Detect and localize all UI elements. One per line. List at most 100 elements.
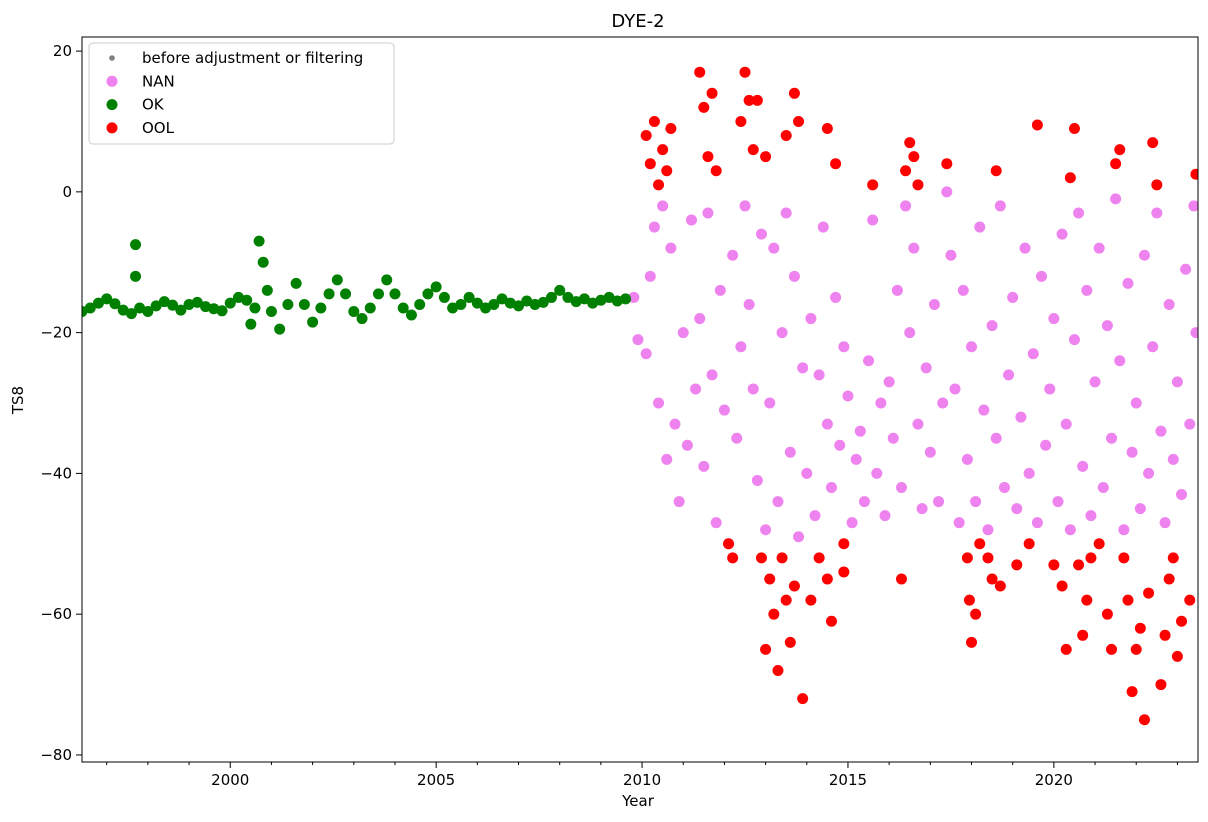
data-point xyxy=(665,123,677,135)
x-tick-label: 2015 xyxy=(829,771,867,789)
data-point xyxy=(545,291,557,303)
data-point xyxy=(850,453,862,465)
data-point xyxy=(788,270,800,282)
data-point xyxy=(920,362,932,374)
data-point xyxy=(805,313,817,325)
data-point xyxy=(974,221,986,233)
data-point xyxy=(949,383,961,395)
data-point xyxy=(780,130,792,142)
data-point xyxy=(1130,643,1142,655)
data-point xyxy=(780,207,792,219)
data-point xyxy=(986,320,998,332)
data-point xyxy=(183,298,195,310)
data-point xyxy=(797,693,809,705)
data-point xyxy=(1023,467,1035,479)
data-point xyxy=(821,123,833,135)
data-point xyxy=(863,355,875,367)
chart-title: DYE-2 xyxy=(611,11,664,32)
data-point xyxy=(1052,496,1064,508)
data-point xyxy=(1110,158,1122,170)
y-axis-label: TS8 xyxy=(9,386,27,415)
data-point xyxy=(578,293,590,305)
data-point xyxy=(200,301,212,313)
data-point xyxy=(1031,119,1043,131)
data-point xyxy=(739,66,751,78)
data-point xyxy=(348,306,360,318)
data-point xyxy=(677,327,689,339)
data-point xyxy=(463,291,475,303)
x-axis-label: Year xyxy=(621,792,655,810)
series-nan xyxy=(628,186,1198,550)
data-point xyxy=(1101,320,1113,332)
data-point xyxy=(455,298,467,310)
legend-box xyxy=(88,42,395,145)
data-point xyxy=(768,242,780,254)
data-point xyxy=(1176,615,1188,627)
data-point xyxy=(743,298,755,310)
data-point xyxy=(817,221,829,233)
data-point xyxy=(1134,503,1146,515)
data-point xyxy=(1151,179,1163,191)
data-point xyxy=(1056,228,1068,240)
data-point xyxy=(307,316,319,328)
data-point xyxy=(249,302,261,314)
legend-label: NAN xyxy=(142,72,175,90)
data-point xyxy=(710,517,722,529)
data-point xyxy=(858,496,870,508)
data-point xyxy=(648,115,660,127)
data-point xyxy=(994,200,1006,212)
data-point xyxy=(797,362,809,374)
data-point xyxy=(529,298,541,310)
data-point xyxy=(496,293,508,305)
data-point xyxy=(830,158,842,170)
x-tick-label: 2010 xyxy=(623,771,661,789)
data-point xyxy=(1015,411,1027,423)
data-point xyxy=(257,256,269,268)
data-point xyxy=(1044,383,1056,395)
data-point xyxy=(1130,397,1142,409)
data-point xyxy=(813,369,825,381)
data-point xyxy=(1011,503,1023,515)
data-point xyxy=(1089,376,1101,388)
data-point xyxy=(990,165,1002,177)
data-point xyxy=(953,517,965,529)
data-point xyxy=(1085,552,1097,564)
data-point xyxy=(447,302,459,314)
data-point xyxy=(706,369,718,381)
data-point xyxy=(788,580,800,592)
data-point xyxy=(1027,348,1039,360)
data-point xyxy=(698,460,710,472)
data-point xyxy=(241,294,253,306)
data-point xyxy=(130,239,142,251)
data-point xyxy=(1048,313,1060,325)
data-point xyxy=(1190,168,1198,180)
data-point xyxy=(1060,418,1072,430)
data-point xyxy=(694,66,706,78)
data-point xyxy=(253,235,265,247)
x-tick-label: 2020 xyxy=(1035,771,1073,789)
data-point xyxy=(438,291,450,303)
data-point xyxy=(298,298,310,310)
data-point xyxy=(1077,460,1089,472)
data-point xyxy=(694,313,706,325)
data-point xyxy=(825,481,837,493)
data-point xyxy=(101,293,113,305)
data-point xyxy=(1023,538,1035,550)
data-point xyxy=(1081,284,1093,296)
data-point xyxy=(895,573,907,585)
data-point xyxy=(134,302,146,314)
data-point xyxy=(603,291,615,303)
data-point xyxy=(397,302,409,314)
legend-label: OK xyxy=(142,96,165,114)
data-point xyxy=(661,453,673,465)
data-point xyxy=(245,318,257,330)
data-point xyxy=(265,306,277,318)
data-point xyxy=(768,608,780,620)
data-point xyxy=(904,327,916,339)
data-point xyxy=(1085,510,1097,522)
data-point xyxy=(673,496,685,508)
data-point xyxy=(966,636,978,648)
data-point xyxy=(755,228,767,240)
data-point xyxy=(1188,200,1198,212)
data-point xyxy=(158,296,170,308)
